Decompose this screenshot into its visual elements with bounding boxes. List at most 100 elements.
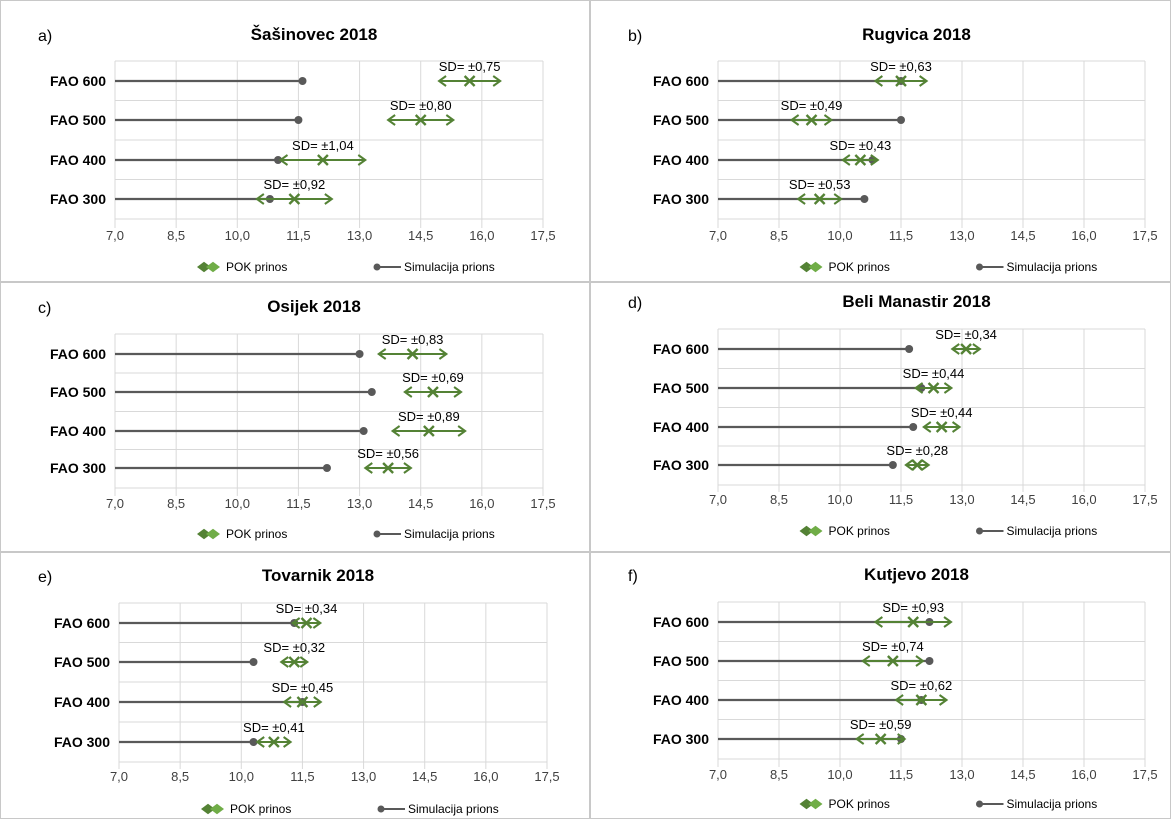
error-bar-right-cap xyxy=(943,616,953,628)
simulation-point xyxy=(860,195,869,203)
legend-label-simulation: Simulacija prions xyxy=(408,802,499,816)
chart-title: Kutjevo 2018 xyxy=(864,565,969,584)
legend: POK prinos Simulacija prions xyxy=(799,524,1097,538)
observed-point xyxy=(813,193,826,205)
sd-label: SD= ±0,34 xyxy=(276,601,338,616)
sd-label: SD= ±0,62 xyxy=(890,678,952,693)
observed-point xyxy=(300,617,313,629)
x-tick-label: 17,5 xyxy=(530,228,555,243)
simulation-point xyxy=(367,388,376,396)
error-bar-right-cap xyxy=(324,193,334,205)
error-bar-right-cap xyxy=(919,75,929,87)
error-bar-right-cap xyxy=(313,696,323,708)
category-label: FAO 600 xyxy=(50,346,106,362)
chart-title: Rugvica 2018 xyxy=(862,25,971,44)
sd-label: SD= ±0,63 xyxy=(870,59,932,74)
chart-panel: e) Tovarnik 2018 7,0 8,5 10,0 11,5 13,0 14,5 16,… xyxy=(0,552,590,819)
x-tick-label: 13,0 xyxy=(347,496,372,511)
category-label: FAO 500 xyxy=(50,112,106,128)
category-label: FAO 600 xyxy=(653,341,709,357)
simulation-point xyxy=(298,77,307,85)
x-tick-label: 14,5 xyxy=(1010,492,1035,507)
error-bar-left-cap xyxy=(363,462,373,474)
legend-label-simulation: Simulacija prions xyxy=(1007,260,1098,274)
sd-label: SD= ±0,75 xyxy=(439,59,501,74)
observed-point xyxy=(423,425,435,437)
category-label: FAO 400 xyxy=(653,152,709,168)
category-label: FAO 300 xyxy=(50,460,106,476)
sd-label: SD= ±0,53 xyxy=(789,177,851,192)
chart-title: Osijek 2018 xyxy=(267,297,361,316)
x-tick-label: 11,5 xyxy=(889,767,913,782)
legend-observed-marker-right xyxy=(808,798,823,810)
observed-point xyxy=(406,348,419,360)
error-bar-left-cap xyxy=(279,656,289,668)
x-tick-label: 13,0 xyxy=(949,767,974,782)
x-tick-label: 8,5 xyxy=(770,228,788,243)
observed-point xyxy=(911,459,924,471)
error-bar-right-cap xyxy=(972,343,982,355)
legend-observed-marker-left xyxy=(197,528,211,540)
panel-letter: d) xyxy=(628,295,642,312)
chart-title: Beli Manastir 2018 xyxy=(842,292,990,311)
observed-point xyxy=(907,616,920,628)
error-bar-right-cap xyxy=(951,421,962,433)
error-bar-right-cap xyxy=(943,382,954,394)
observed-point xyxy=(268,736,280,748)
error-bar-left-cap xyxy=(894,694,904,706)
legend: POK prinos Simulacija prions xyxy=(201,802,499,816)
observed-point xyxy=(288,656,301,668)
legend-label-observed: POK prinos xyxy=(829,260,890,274)
x-tick-label: 17,5 xyxy=(1132,767,1157,782)
observed-point xyxy=(382,462,394,474)
category-label: FAO 400 xyxy=(653,419,709,435)
category-label: FAO 300 xyxy=(653,457,709,473)
legend-label-observed: POK prinos xyxy=(226,260,287,274)
legend: POK prinos Simulacija prions xyxy=(197,260,495,274)
sd-label: SD= ±0,83 xyxy=(382,332,444,347)
observed-point xyxy=(960,343,972,355)
x-tick-label: 7,0 xyxy=(709,492,727,507)
error-bar-left-cap xyxy=(278,154,289,166)
error-bar-right-cap xyxy=(438,348,449,360)
x-tick-label: 8,5 xyxy=(770,492,788,507)
category-label: FAO 500 xyxy=(50,384,106,400)
x-tick-label: 14,5 xyxy=(408,228,433,243)
x-tick-label: 16,0 xyxy=(469,496,494,511)
simulation-point xyxy=(322,464,331,472)
panel-letter: e) xyxy=(38,569,52,586)
legend-simulation-marker xyxy=(976,263,983,271)
x-tick-label: 10,0 xyxy=(225,496,250,511)
legend-simulation-marker xyxy=(976,800,983,808)
legend-observed-marker-right xyxy=(206,528,220,540)
sd-label: SD= ±0,92 xyxy=(264,177,326,192)
x-tick-label: 13,0 xyxy=(347,228,372,243)
category-label: FAO 400 xyxy=(653,692,709,708)
legend-label-observed: POK prinos xyxy=(829,524,890,538)
error-bar-right-cap xyxy=(283,736,293,748)
category-label: FAO 300 xyxy=(653,731,709,747)
sd-label: SD= ±0,32 xyxy=(263,640,325,655)
sd-label: SD= ±0,89 xyxy=(398,409,460,424)
sd-label: SD= ±0,43 xyxy=(829,138,891,153)
error-bar-left-cap xyxy=(873,616,883,628)
observed-point xyxy=(915,694,928,706)
error-bar-left-cap xyxy=(950,343,960,355)
legend-simulation-marker xyxy=(373,530,381,538)
category-label: FAO 300 xyxy=(54,734,110,750)
legend-simulation-marker xyxy=(377,805,385,813)
chart-title: Tovarnik 2018 xyxy=(262,566,374,585)
error-bar-right-cap xyxy=(403,462,413,474)
x-tick-label: 17,5 xyxy=(530,496,555,511)
error-bar-left-cap xyxy=(861,655,871,667)
sd-label: SD= ±0,56 xyxy=(357,446,419,461)
error-bar-left-cap xyxy=(390,425,401,437)
error-bar-left-cap xyxy=(873,75,883,87)
observed-point xyxy=(854,154,867,166)
category-label: FAO 500 xyxy=(653,380,709,396)
category-label: FAO 600 xyxy=(653,73,709,89)
error-bar-right-cap xyxy=(823,114,834,126)
error-bar-right-cap xyxy=(921,459,931,471)
category-label: FAO 600 xyxy=(653,614,709,630)
